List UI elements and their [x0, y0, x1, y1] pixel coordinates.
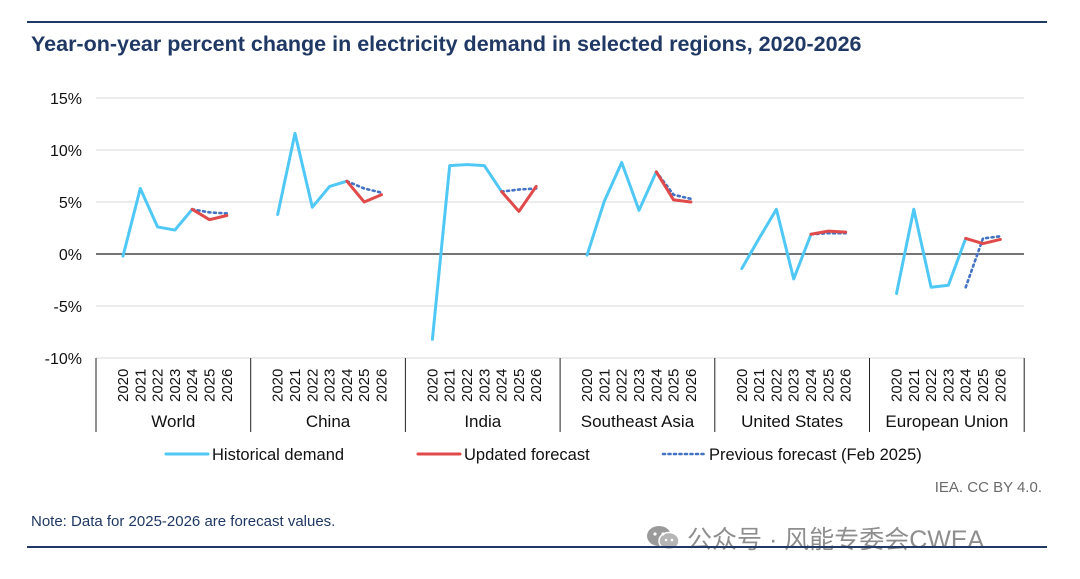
year-label: 2020 [115, 369, 132, 402]
year-label: 2022 [923, 369, 940, 402]
year-label: 2024 [958, 369, 975, 402]
year-label: 2024 [494, 369, 511, 402]
chart-title: Year-on-year percent change in electrici… [31, 32, 862, 56]
historical-line-united-states [740, 207, 813, 281]
watermark: 公众号 · 风能专委会CWEA [645, 520, 984, 556]
y-tick-label: -10% [45, 351, 82, 368]
year-label: 2020 [579, 369, 596, 402]
gridlines [96, 97, 1024, 359]
legend-label-previous: Previous forecast (Feb 2025) [709, 446, 922, 464]
year-label: 2022 [304, 369, 321, 402]
updated-forecast-line-european-union [964, 236, 1002, 246]
previous-forecast-line-china [345, 179, 383, 194]
legend-label-updated: Updated forecast [464, 446, 590, 464]
year-label: 2021 [442, 369, 459, 402]
year-label: 2021 [287, 369, 304, 402]
year-label: 2022 [459, 369, 476, 402]
year-label: 2024 [803, 369, 820, 402]
year-label: 2026 [838, 369, 855, 402]
year-label: 2024 [648, 369, 665, 402]
historical-line-european-union [895, 207, 968, 296]
year-label: 2020 [424, 369, 441, 402]
year-label: 2020 [734, 369, 751, 402]
year-label: 2025 [666, 369, 683, 402]
year-label: 2026 [219, 369, 236, 402]
previous-forecast-line-european-union [964, 235, 1002, 289]
region-label: World [151, 412, 195, 431]
previous-forecast-line-southeast-asia [654, 170, 693, 201]
year-label: 2020 [270, 369, 287, 402]
year-label: 2021 [751, 369, 768, 402]
historical-line-india [430, 163, 504, 341]
year-label: 2021 [906, 369, 923, 402]
region-label: China [306, 412, 351, 431]
year-label: 2023 [167, 369, 184, 402]
y-axis-ticks: 15% 10% 5% 0% -5% -10% [45, 91, 82, 368]
y-tick-label: 5% [59, 195, 82, 212]
year-label: 2020 [889, 369, 906, 402]
bottom-rule [27, 546, 1047, 548]
x-axis [95, 253, 1025, 432]
wechat-icon [647, 526, 680, 551]
previous-forecast-line-world [190, 207, 229, 215]
year-label: 2023 [940, 369, 957, 402]
year-label: 2021 [596, 369, 613, 402]
watermark-text: 公众号 · 风能专委会CWEA [687, 526, 985, 554]
legend-label-historical: Historical demand [212, 446, 344, 464]
year-label: 2023 [476, 369, 493, 402]
year-label: 2025 [820, 369, 837, 402]
region-label: European Union [885, 412, 1008, 431]
top-rule [27, 21, 1047, 23]
year-label: 2025 [511, 369, 528, 402]
region-label: United States [741, 412, 843, 431]
y-tick-label: -5% [54, 299, 82, 316]
series-lines [121, 131, 1002, 341]
year-label: 2026 [683, 369, 700, 402]
updated-forecast-line-china [345, 179, 383, 204]
note-text: Note: Data for 2025-2026 are forecast va… [31, 513, 336, 530]
historical-line-world [121, 186, 194, 258]
year-label: 2023 [631, 369, 648, 402]
updated-forecast-line-united-states [809, 229, 848, 236]
year-label: 2022 [150, 369, 167, 402]
year-label: 2024 [184, 369, 201, 402]
updated-forecast-line-southeast-asia [654, 170, 693, 204]
region-label: Southeast Asia [581, 412, 695, 431]
year-label: 2026 [374, 369, 391, 402]
previous-forecast-line-india [500, 187, 538, 193]
credit-text: IEA. CC BY 4.0. [934, 479, 1042, 496]
legend: Historical demand Updated forecast Previou… [164, 446, 922, 464]
year-label: 2026 [992, 369, 1009, 402]
year-label: 2023 [322, 369, 339, 402]
year-label: 2022 [768, 369, 785, 402]
y-tick-label: 10% [50, 143, 82, 160]
updated-forecast-line-india [500, 184, 538, 213]
year-label: 2023 [786, 369, 803, 402]
updated-forecast-line-world [190, 207, 229, 222]
year-label: 2021 [132, 369, 149, 402]
historical-line-china [276, 131, 349, 216]
y-tick-label: 0% [59, 247, 82, 264]
year-label: 2022 [614, 369, 631, 402]
year-label: 2025 [202, 369, 219, 402]
historical-line-southeast-asia [585, 160, 658, 257]
year-label: 2026 [528, 369, 545, 402]
year-label: 2024 [339, 369, 356, 402]
year-label: 2025 [975, 369, 992, 402]
y-tick-label: 15% [50, 91, 82, 108]
year-label: 2025 [356, 369, 373, 402]
region-label: India [464, 412, 501, 431]
